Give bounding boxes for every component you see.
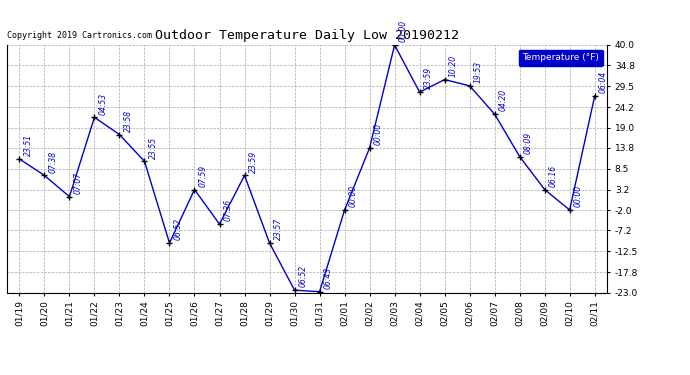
Text: 19:53: 19:53 — [474, 61, 483, 83]
Text: 04:53: 04:53 — [99, 92, 108, 114]
Text: 23:58: 23:58 — [124, 110, 132, 132]
Text: 08:09: 08:09 — [524, 132, 533, 154]
Text: 00:00: 00:00 — [374, 123, 383, 145]
Text: 00:00: 00:00 — [399, 20, 408, 42]
Text: 10:20: 10:20 — [448, 55, 457, 77]
Text: 07:59: 07:59 — [199, 165, 208, 187]
Text: 04:20: 04:20 — [499, 89, 508, 111]
Text: 23:59: 23:59 — [248, 150, 257, 172]
Text: 06:43: 06:43 — [324, 267, 333, 289]
Text: 00:00: 00:00 — [574, 185, 583, 207]
Title: Outdoor Temperature Daily Low 20190212: Outdoor Temperature Daily Low 20190212 — [155, 30, 459, 42]
Text: 23:51: 23:51 — [23, 134, 32, 156]
Text: 06:52: 06:52 — [299, 265, 308, 287]
Text: 00:00: 00:00 — [348, 185, 357, 207]
Text: 06:16: 06:16 — [549, 165, 558, 187]
Text: 23:57: 23:57 — [274, 218, 283, 240]
Text: 23:59: 23:59 — [424, 67, 433, 89]
Text: 07:38: 07:38 — [48, 150, 57, 172]
Legend: Temperature (°F): Temperature (°F) — [519, 50, 602, 66]
Text: 07:07: 07:07 — [74, 172, 83, 194]
Text: 06:04: 06:04 — [599, 71, 608, 93]
Text: 06:52: 06:52 — [174, 218, 183, 240]
Text: 23:55: 23:55 — [148, 136, 157, 159]
Text: 07:36: 07:36 — [224, 199, 233, 221]
Text: Copyright 2019 Cartronics.com: Copyright 2019 Cartronics.com — [7, 31, 152, 40]
